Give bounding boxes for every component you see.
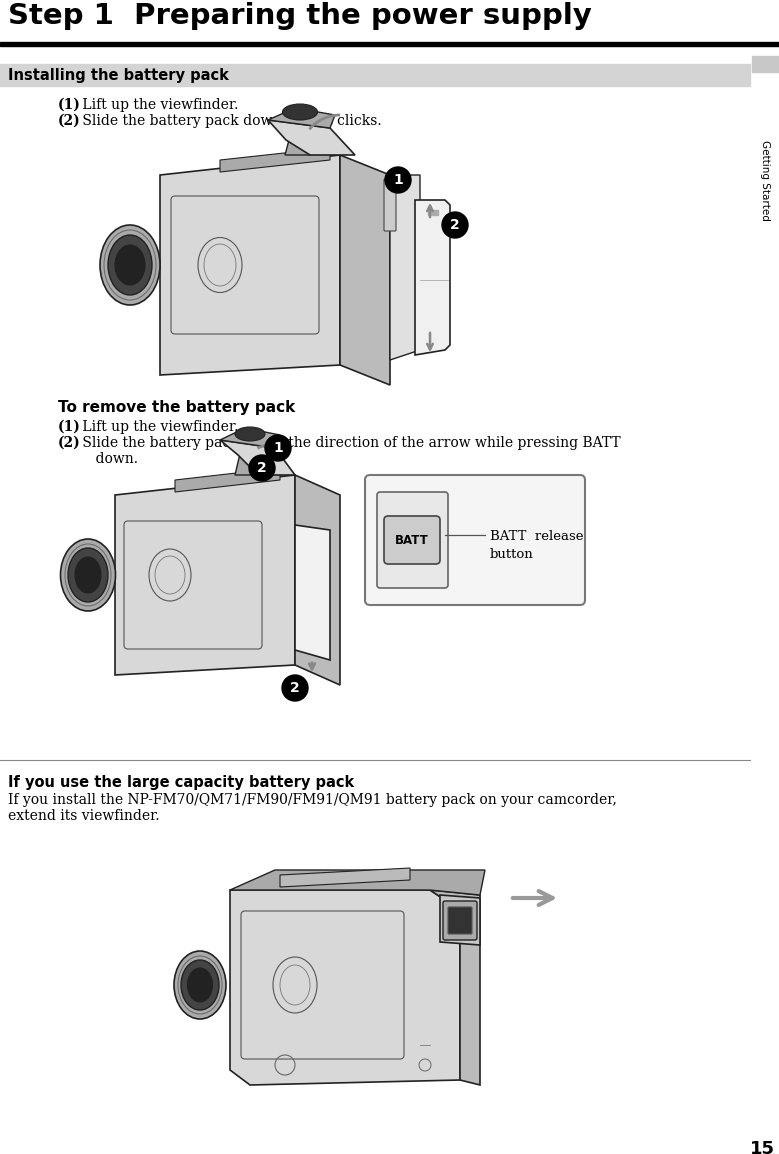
Polygon shape bbox=[390, 175, 420, 360]
Polygon shape bbox=[230, 890, 460, 1085]
Polygon shape bbox=[280, 868, 410, 887]
Polygon shape bbox=[220, 428, 280, 448]
Text: 2: 2 bbox=[450, 218, 460, 232]
Ellipse shape bbox=[283, 104, 318, 120]
Bar bbox=[428, 210, 438, 215]
FancyBboxPatch shape bbox=[365, 475, 585, 605]
Text: BATT  release: BATT release bbox=[490, 530, 583, 544]
Polygon shape bbox=[235, 445, 265, 475]
Circle shape bbox=[385, 167, 411, 193]
FancyBboxPatch shape bbox=[384, 179, 396, 231]
Bar bbox=[752, 57, 779, 72]
FancyBboxPatch shape bbox=[448, 907, 472, 934]
Polygon shape bbox=[440, 896, 480, 945]
Polygon shape bbox=[430, 890, 480, 1085]
Text: Slide the battery pack out in the direction of the arrow while pressing BATT: Slide the battery pack out in the direct… bbox=[78, 436, 621, 450]
Bar bbox=[0, 63, 750, 87]
Text: button: button bbox=[490, 548, 534, 561]
Polygon shape bbox=[230, 870, 485, 896]
Ellipse shape bbox=[75, 557, 101, 593]
Polygon shape bbox=[160, 155, 340, 375]
Polygon shape bbox=[340, 155, 390, 385]
Text: Lift up the viewfinder.: Lift up the viewfinder. bbox=[78, 98, 238, 112]
FancyBboxPatch shape bbox=[443, 901, 477, 941]
Text: Installing the battery pack: Installing the battery pack bbox=[8, 68, 229, 83]
Text: 1: 1 bbox=[393, 173, 403, 187]
Polygon shape bbox=[220, 440, 295, 475]
Polygon shape bbox=[220, 148, 330, 172]
Polygon shape bbox=[268, 108, 335, 128]
Text: (2): (2) bbox=[58, 114, 81, 128]
Text: If you install the NP-FM70/QM71/FM90/FM91/QM91 battery pack on your camcorder,: If you install the NP-FM70/QM71/FM90/FM9… bbox=[8, 793, 617, 807]
Text: Getting Started: Getting Started bbox=[760, 140, 770, 220]
Text: Step 1  Preparing the power supply: Step 1 Preparing the power supply bbox=[8, 2, 592, 30]
Text: down.: down. bbox=[78, 452, 138, 466]
Ellipse shape bbox=[108, 235, 152, 295]
Ellipse shape bbox=[100, 225, 160, 305]
Ellipse shape bbox=[61, 539, 115, 610]
Polygon shape bbox=[295, 475, 340, 685]
Polygon shape bbox=[285, 125, 318, 155]
Polygon shape bbox=[175, 469, 280, 492]
Circle shape bbox=[265, 435, 291, 460]
Ellipse shape bbox=[181, 960, 219, 1010]
Ellipse shape bbox=[68, 548, 108, 602]
Text: (1): (1) bbox=[58, 420, 81, 434]
Polygon shape bbox=[295, 525, 330, 660]
Text: (1): (1) bbox=[58, 98, 81, 112]
Text: 2: 2 bbox=[290, 681, 300, 695]
Text: If you use the large capacity battery pack: If you use the large capacity battery pa… bbox=[8, 775, 354, 790]
Polygon shape bbox=[415, 200, 450, 355]
Text: extend its viewfinder.: extend its viewfinder. bbox=[8, 809, 160, 823]
Text: Slide the battery pack down until it clicks.: Slide the battery pack down until it cli… bbox=[78, 114, 382, 128]
Text: BATT: BATT bbox=[395, 533, 429, 547]
Text: To remove the battery pack: To remove the battery pack bbox=[58, 400, 295, 415]
Circle shape bbox=[249, 455, 275, 481]
Text: Lift up the viewfinder.: Lift up the viewfinder. bbox=[78, 420, 238, 434]
Text: 1: 1 bbox=[273, 441, 283, 455]
Ellipse shape bbox=[188, 968, 213, 1002]
Polygon shape bbox=[115, 475, 295, 675]
Circle shape bbox=[282, 675, 308, 700]
Bar bbox=[0, 42, 779, 46]
Polygon shape bbox=[268, 120, 355, 155]
Text: 2: 2 bbox=[257, 460, 267, 475]
Ellipse shape bbox=[235, 427, 265, 441]
FancyBboxPatch shape bbox=[384, 516, 440, 564]
Circle shape bbox=[442, 212, 468, 238]
Text: (2): (2) bbox=[58, 436, 81, 450]
Text: 15: 15 bbox=[749, 1140, 774, 1154]
Ellipse shape bbox=[115, 245, 145, 285]
FancyBboxPatch shape bbox=[377, 492, 448, 589]
Ellipse shape bbox=[174, 951, 226, 1019]
